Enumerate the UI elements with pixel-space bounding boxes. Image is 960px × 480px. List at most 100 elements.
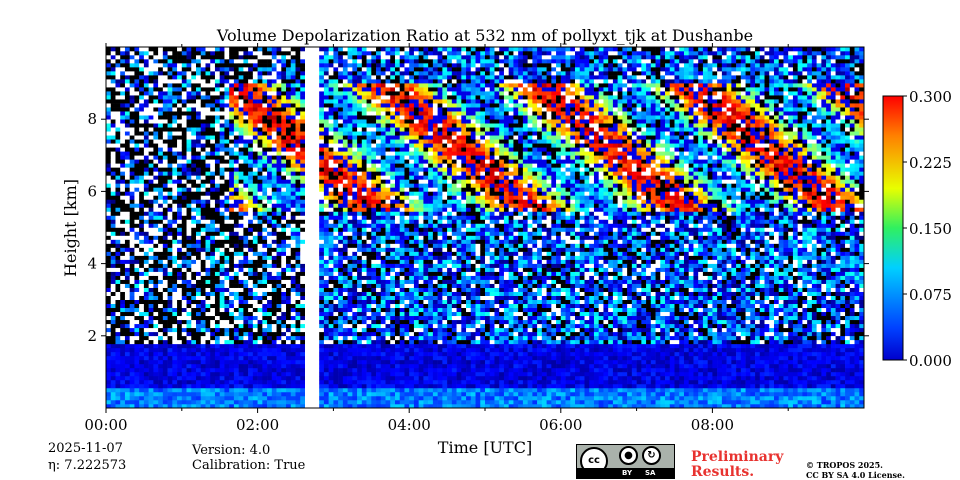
heatmap-cell [110, 283, 116, 288]
heatmap-cell [120, 359, 126, 365]
heatmap-cell [191, 55, 197, 60]
heatmap-cell [148, 99, 154, 104]
heatmap-cell [352, 183, 358, 188]
heatmap-cell [106, 51, 112, 56]
heatmap-cell [181, 159, 187, 164]
heatmap-cell [366, 387, 372, 393]
heatmap-cell [224, 259, 230, 264]
heatmap-cell [286, 343, 292, 349]
heatmap-cell [124, 123, 130, 128]
heatmap-cell [186, 323, 192, 329]
heatmap-cell [376, 79, 382, 84]
heatmap-cell [106, 267, 112, 272]
heatmap-cell [271, 359, 277, 365]
heatmap-cell [361, 335, 367, 341]
heatmap-cell [124, 163, 130, 168]
heatmap-cell [252, 127, 258, 132]
heatmap-cell [233, 251, 239, 256]
heatmap-cell [120, 331, 126, 337]
heatmap-cell [267, 87, 273, 92]
heatmap-cell [129, 223, 135, 228]
heatmap-cell [224, 231, 230, 236]
heatmap-cell [148, 311, 154, 317]
heatmap-cell [120, 151, 126, 156]
heatmap-cell [134, 75, 140, 80]
heatmap-cell [342, 199, 348, 204]
heatmap-cell [120, 363, 126, 369]
heatmap-cell [210, 299, 216, 305]
heatmap-cell [380, 343, 386, 349]
heatmap-cell [366, 179, 372, 184]
heatmap-cell [167, 327, 173, 333]
heatmap-cell [376, 127, 382, 132]
heatmap-cell [238, 315, 244, 321]
heatmap-cell [158, 179, 164, 184]
heatmap-cell [290, 227, 296, 232]
heatmap-cell [148, 367, 154, 373]
heatmap-cell [200, 347, 206, 353]
heatmap-cell [257, 219, 263, 224]
heatmap-cell [281, 255, 287, 260]
heatmap-cell [238, 95, 244, 100]
heatmap-cell [172, 315, 178, 321]
heatmap-cell [167, 351, 173, 357]
heatmap-cell [224, 379, 230, 385]
heatmap-cell [214, 147, 220, 152]
heatmap-cell [380, 271, 386, 276]
heatmap-cell [186, 395, 192, 401]
heatmap-cell [328, 311, 334, 317]
heatmap-cell [376, 67, 382, 72]
heatmap-cell [328, 387, 334, 393]
heatmap-cell [167, 231, 173, 236]
heatmap-cell [300, 359, 306, 365]
heatmap-cell [252, 271, 258, 276]
heatmap-cell [210, 199, 216, 204]
heatmap-cell [347, 367, 353, 373]
heatmap-cell [224, 179, 230, 184]
heatmap-cell [134, 115, 140, 120]
heatmap-cell [172, 347, 178, 353]
heatmap-cell [262, 351, 268, 357]
heatmap-cell [210, 235, 216, 240]
heatmap-cell [366, 203, 372, 208]
heatmap-cell [143, 159, 149, 164]
heatmap-cell [106, 47, 112, 52]
heatmap-cell [352, 267, 358, 272]
heatmap-cell [224, 95, 230, 100]
heatmap-cell [338, 99, 344, 104]
heatmap-cell [233, 275, 239, 280]
heatmap-cell [300, 339, 306, 345]
heatmap-cell [357, 187, 363, 192]
heatmap-cell [106, 355, 112, 361]
heatmap-cell [352, 211, 358, 216]
heatmap-cell [342, 79, 348, 84]
heatmap-cell [295, 95, 301, 100]
heatmap-cell [276, 123, 282, 128]
heatmap-cell [290, 395, 296, 401]
heatmap-cell [139, 119, 145, 124]
heatmap-cell [366, 215, 372, 220]
heatmap-cell [286, 71, 292, 76]
heatmap-cell [371, 51, 377, 56]
heatmap-cell [333, 223, 339, 228]
heatmap-cell [115, 143, 121, 148]
heatmap-cell [233, 147, 239, 152]
heatmap-cell [200, 331, 206, 337]
heatmap-cell [110, 323, 116, 329]
heatmap-cell [328, 151, 334, 156]
heatmap-cell [328, 91, 334, 96]
heatmap-cell [200, 395, 206, 401]
heatmap-cell [148, 383, 154, 389]
heatmap-cell [290, 115, 296, 120]
heatmap-cell [347, 323, 353, 329]
heatmap-cell [243, 135, 249, 140]
heatmap-cell [248, 215, 254, 220]
heatmap-cell [371, 359, 377, 365]
heatmap-cell [376, 271, 382, 276]
heatmap-cell [238, 395, 244, 401]
heatmap-cell [357, 223, 363, 228]
heatmap-cell [134, 167, 140, 172]
heatmap-cell [252, 355, 258, 361]
heatmap-cell [342, 323, 348, 329]
heatmap-cell [243, 183, 249, 188]
